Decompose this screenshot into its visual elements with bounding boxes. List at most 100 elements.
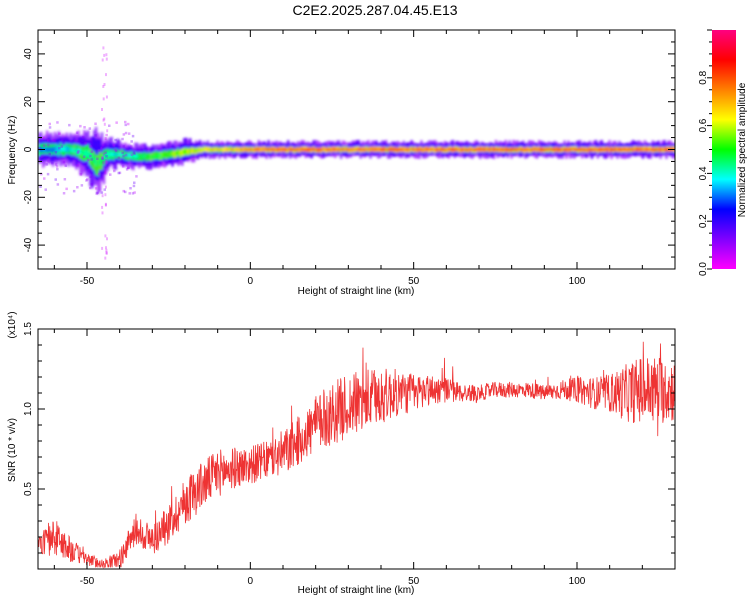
spectrogram-x-label: Height of straight line (km) (298, 286, 415, 297)
heatmap-cell (115, 149, 118, 153)
heatmap-cell (392, 148, 396, 151)
heatmap-cell (134, 154, 137, 158)
heatmap-cell (643, 148, 647, 151)
heatmap-cell (84, 142, 87, 145)
heatmap-cell (73, 138, 77, 142)
heatmap-cell (108, 152, 112, 157)
heatmap-cell (659, 148, 662, 151)
heatmap-cell (101, 194, 104, 198)
heatmap-cell (426, 148, 429, 151)
heatmap-cell (341, 148, 345, 151)
heatmap-cell (469, 148, 472, 151)
heatmap-cell (633, 148, 637, 151)
spectrogram-y-tick-label: -40 (23, 237, 34, 252)
heatmap-cell (103, 53, 106, 57)
heatmap-cell (94, 122, 97, 125)
heatmap-cell (103, 117, 106, 121)
heatmap-cell (626, 148, 629, 151)
heatmap-cell (105, 155, 108, 158)
heatmap-cell (494, 148, 498, 151)
heatmap-cell (359, 148, 362, 151)
heatmap-cell (263, 148, 266, 151)
heatmap-cell (51, 161, 54, 165)
heatmap-cell (284, 148, 288, 151)
heatmap-cell (48, 126, 52, 129)
heatmap-cell (51, 147, 55, 153)
heatmap-cell (100, 156, 103, 160)
heatmap-cell (47, 139, 50, 142)
heatmap-cell (104, 203, 107, 207)
heatmap-cell (59, 147, 63, 152)
heatmap-cell (635, 148, 639, 151)
heatmap-cell (133, 152, 136, 156)
heatmap-cell (106, 160, 108, 164)
heatmap-cell (82, 155, 86, 158)
heatmap-cell (586, 148, 590, 151)
heatmap-cell (271, 148, 274, 151)
heatmap-cell (567, 148, 570, 151)
heatmap-cell (105, 95, 108, 99)
heatmap-cell (118, 152, 121, 156)
heatmap-cell (337, 148, 341, 151)
heatmap-cell (506, 148, 509, 151)
heatmap-cell (95, 192, 98, 195)
heatmap-cell (103, 83, 106, 86)
heatmap-cell (173, 152, 176, 156)
heatmap-cell (367, 148, 370, 151)
heatmap-cell (322, 148, 325, 151)
heatmap-cell (94, 134, 97, 137)
heatmap-cell (394, 148, 398, 151)
heatmap-cell (649, 148, 653, 151)
heatmap-cell (296, 148, 300, 151)
heatmap-cell (102, 97, 105, 101)
heatmap-cell (188, 149, 192, 153)
snr-y-tick-label: 1.5 (23, 322, 34, 336)
heatmap-cell (298, 148, 302, 151)
heatmap-cell (71, 147, 74, 153)
heatmap-cell (102, 154, 106, 161)
heatmap-cell (103, 143, 107, 146)
heatmap-cell (105, 73, 107, 77)
heatmap-cell (384, 148, 388, 151)
colorbar-gradient (712, 30, 736, 269)
heatmap-cell (133, 191, 136, 194)
heatmap-cell (657, 148, 660, 151)
heatmap-cell (108, 124, 111, 127)
snr-y-label: SNR (10 * v/v) (7, 418, 18, 482)
heatmap-cell (277, 148, 280, 151)
heatmap-cell (100, 191, 104, 194)
heatmap-cell (40, 172, 43, 176)
heatmap-cell (477, 148, 480, 151)
heatmap-cell (573, 148, 576, 151)
heatmap-cell (361, 148, 364, 151)
heatmap-cell (135, 175, 138, 178)
heatmap-cell (526, 148, 529, 151)
heatmap-cell (492, 148, 496, 151)
heatmap-cell (473, 148, 476, 151)
heatmap-cell (54, 151, 58, 154)
heatmap-cell (404, 148, 408, 151)
heatmap-cell (553, 148, 557, 151)
heatmap-cell (105, 248, 108, 252)
spectrogram-heat-layer (38, 46, 675, 260)
heatmap-cell (533, 148, 537, 151)
heatmap-cell (373, 148, 376, 151)
heatmap-cell (105, 246, 107, 250)
heatmap-cell (77, 148, 80, 155)
heatmap-cell (424, 148, 427, 151)
heatmap-cell (518, 148, 521, 151)
heatmap-cell (310, 148, 313, 151)
heatmap-cell (124, 131, 128, 135)
heatmap-cell (335, 148, 339, 151)
heatmap-cell (255, 148, 259, 151)
heatmap-cell (371, 148, 374, 151)
heatmap-cell (48, 122, 51, 126)
heatmap-cell (141, 154, 145, 159)
heatmap-cell (486, 148, 490, 151)
heatmap-cell (655, 148, 658, 151)
snr-y-tick-label: 0.5 (23, 482, 34, 496)
heatmap-cell (67, 146, 70, 152)
heatmap-cell (56, 183, 60, 186)
heatmap-cell (120, 152, 123, 157)
